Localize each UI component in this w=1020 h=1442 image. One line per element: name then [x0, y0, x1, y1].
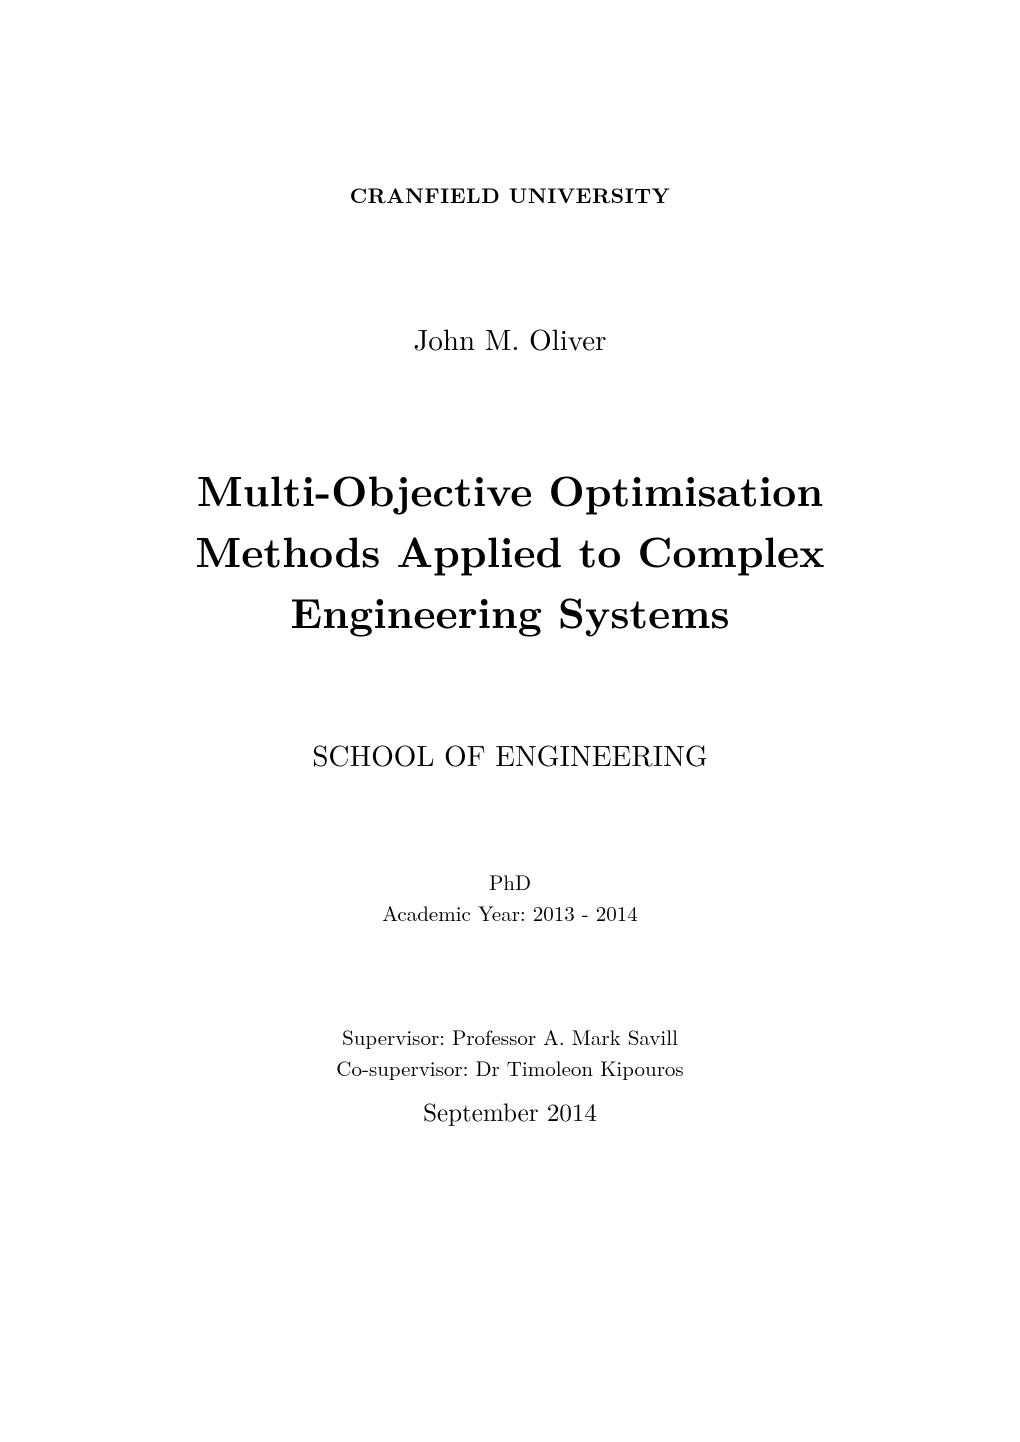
- academic-year: Academic Year: 2013 - 2014: [120, 898, 900, 930]
- school-name: SCHOOL OF ENGINEERING: [120, 734, 900, 775]
- title-line-3: Engineering Systems: [120, 581, 900, 642]
- degree-block: PhD Academic Year: 2013 - 2014: [120, 867, 900, 930]
- supervisor: Supervisor: Professor A. Mark Savill: [120, 1022, 900, 1054]
- thesis-title: Multi-Objective Optimisation Methods App…: [120, 459, 900, 642]
- author-name: John M. Oliver: [120, 318, 900, 359]
- university-name: CRANFIELD UNIVERSITY: [120, 180, 900, 210]
- title-page: CRANFIELD UNIVERSITY John M. Oliver Mult…: [0, 0, 1020, 1442]
- title-line-1: Multi-Objective Optimisation: [120, 459, 900, 520]
- supervisor-block: Supervisor: Professor A. Mark Savill Co-…: [120, 1022, 900, 1131]
- submission-date: September 2014: [120, 1093, 900, 1131]
- degree-type: PhD: [120, 867, 900, 899]
- title-line-2: Methods Applied to Complex: [120, 520, 900, 581]
- co-supervisor: Co-supervisor: Dr Timoleon Kipouros: [120, 1053, 900, 1085]
